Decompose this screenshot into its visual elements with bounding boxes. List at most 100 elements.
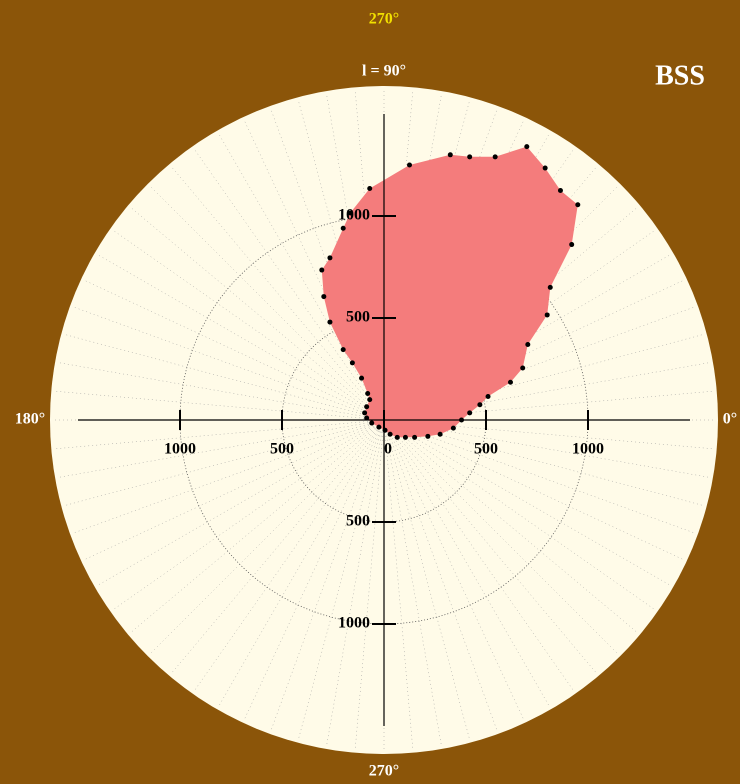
radial-grid-line [84, 419, 385, 560]
radial-grid-line [383, 419, 710, 478]
radial-grid-line [383, 306, 695, 421]
data-point [575, 202, 581, 208]
radial-grid-line [383, 419, 637, 633]
data-point [327, 255, 333, 261]
x-tick-label: 1000 [164, 441, 196, 458]
radial-grid-line [298, 419, 385, 739]
radial-grid-line [194, 149, 385, 421]
radial-grid-line [383, 419, 442, 746]
data-point [349, 360, 355, 366]
x-tick-label: 500 [474, 441, 498, 458]
data-point [467, 410, 473, 416]
data-point [382, 427, 388, 433]
data-point [524, 144, 530, 150]
radial-grid-line [65, 419, 385, 506]
data-point [340, 347, 346, 353]
radial-grid-line [383, 362, 710, 421]
data-point [394, 434, 400, 440]
radial-grid-line [383, 334, 703, 421]
radial-grid-line [55, 390, 385, 421]
data-point [520, 365, 526, 371]
radial-grid-line [218, 419, 385, 706]
data-point [569, 242, 575, 248]
radial-grid-line [244, 419, 385, 720]
chart-title: BSS [655, 60, 705, 91]
data-point [542, 165, 548, 171]
radial-grid-line [73, 419, 385, 534]
data-point [437, 431, 443, 437]
data-point [319, 267, 325, 273]
radial-grid-line [383, 419, 524, 720]
radial-grid-line [383, 419, 703, 506]
data-point [367, 397, 373, 403]
radial-grid-line [383, 419, 684, 560]
radial-grid-line [383, 419, 550, 706]
data-area [321, 146, 578, 438]
radial-grid-line [131, 207, 385, 421]
radial-grid-line [98, 419, 385, 586]
y-tick-label: 1000 [338, 207, 370, 224]
radial-grid-line [131, 419, 385, 633]
radial-grid-line [58, 419, 385, 478]
radial-grid-line [98, 254, 385, 421]
radial-grid-line [194, 419, 385, 691]
data-point [477, 402, 483, 408]
radial-grid-line [65, 334, 385, 421]
data-point [544, 312, 550, 318]
y-tick-label: 500 [346, 309, 370, 326]
radial-grid-line [326, 419, 385, 746]
x-tick-label: 1000 [572, 441, 604, 458]
radial-grid-line [113, 419, 385, 610]
data-point [557, 188, 563, 193]
y-tick-label: 1000 [338, 615, 370, 632]
right-label: 0° [723, 411, 737, 428]
data-point [525, 342, 531, 348]
data-point [412, 434, 418, 440]
radial-grid-line [171, 419, 385, 673]
data-point [364, 415, 370, 421]
data-point [492, 154, 498, 160]
axis-top-label: l = 90° [362, 63, 406, 80]
data-point [407, 162, 412, 168]
data-point [402, 434, 408, 440]
data-point [367, 185, 373, 191]
radial-grid-line [383, 419, 655, 610]
data-point [364, 404, 370, 410]
radial-grid-line [383, 280, 684, 421]
data-point [387, 431, 393, 437]
radial-grid-line [383, 419, 713, 450]
radial-grid-line [383, 419, 498, 731]
radial-grid-line [383, 419, 618, 654]
data-point [376, 424, 382, 430]
y-tick-label: 500 [346, 513, 370, 530]
data-point [459, 417, 465, 423]
data-point [547, 284, 553, 290]
radial-grid-line [84, 280, 385, 421]
radial-grid-line [55, 419, 385, 450]
radial-grid-line [383, 390, 713, 421]
radial-grid-line [383, 419, 670, 586]
data-point [369, 420, 375, 426]
radial-grid-line [354, 419, 385, 749]
data-point [347, 210, 353, 216]
data-point [450, 425, 456, 431]
radial-grid-line [383, 419, 470, 739]
data-point [447, 152, 453, 158]
radial-grid-line [383, 419, 695, 534]
x-tick-label: 500 [270, 441, 294, 458]
top-label: 270° [369, 11, 399, 28]
x-tick-label: 0 [384, 441, 392, 458]
data-point [327, 319, 333, 325]
left-label: 180° [15, 411, 45, 428]
radial-grid-line [383, 419, 574, 691]
radial-grid-line [73, 306, 385, 421]
data-point [340, 225, 346, 231]
radial-grid-line [150, 186, 385, 421]
radial-grid-line [270, 419, 385, 731]
radial-grid-line [150, 419, 385, 654]
radial-grid-line [58, 362, 385, 421]
data-point [507, 379, 513, 385]
bottom-label: 270° [369, 763, 399, 780]
data-point [365, 390, 371, 396]
